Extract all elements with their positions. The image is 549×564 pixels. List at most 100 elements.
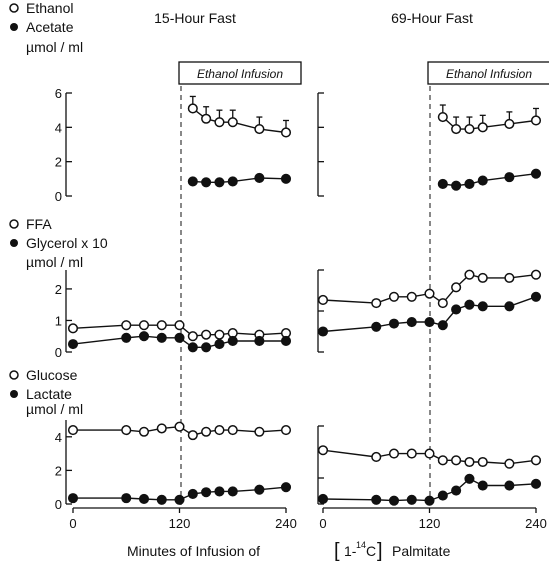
- ethanol-infusion-box-left: [178, 61, 302, 85]
- x-tick-label: 240: [525, 516, 547, 531]
- filled-point-lactate: [280, 482, 292, 493]
- filled-point-lactate: [437, 490, 448, 501]
- open-point-glucose: [406, 448, 417, 459]
- open-point-glucose: [464, 456, 475, 468]
- legend-label-ethanol: Ethanol: [26, 0, 73, 16]
- open-point-ethanol: [280, 127, 292, 138]
- filled-point-lactate: [477, 480, 488, 491]
- filled-point-acetate: [280, 173, 292, 184]
- filled-point-lactate: [156, 494, 167, 505]
- legend-units-middle: µmol / ml: [26, 254, 83, 270]
- open-point-ffa: [67, 323, 79, 334]
- legend-filled-circle-marker: [10, 390, 18, 398]
- legend-filled-circle-marker: [10, 23, 18, 31]
- open-point-ethanol: [451, 124, 462, 135]
- x-label-bracket-close: ]: [377, 540, 383, 562]
- y-tick-label: 2: [55, 155, 62, 170]
- open-point-ffa: [187, 331, 198, 342]
- legend-label-acetate: Acetate: [26, 19, 74, 35]
- filled-point-lactate: [317, 493, 329, 505]
- legend-label-glucose: Glucose: [26, 367, 78, 383]
- filled-point-lactate: [174, 494, 185, 505]
- filled-point-glycerol-x-10: [477, 301, 488, 312]
- open-point-ethanol: [504, 118, 515, 129]
- filled-point-lactate: [406, 494, 417, 505]
- open-point-ethanol: [530, 115, 542, 126]
- ethanol-infusion-box-right: [427, 61, 549, 85]
- open-point-glucose: [280, 425, 292, 436]
- filled-point-lactate: [451, 485, 462, 496]
- x-tick-label: 120: [169, 516, 191, 531]
- filled-point-glycerol-x-10: [201, 342, 212, 353]
- filled-point-glycerol-x-10: [174, 332, 185, 343]
- open-point-ethanol: [227, 117, 238, 128]
- filled-point-glycerol-x-10: [280, 335, 292, 347]
- left-column-title: 15-Hour Fast: [154, 10, 236, 26]
- open-point-ffa: [504, 272, 515, 283]
- filled-point-lactate: [121, 493, 132, 504]
- open-point-ffa: [371, 298, 382, 309]
- x-tick-label: 0: [319, 516, 326, 531]
- legend-units-bottom: µmol / ml: [26, 401, 83, 417]
- filled-point-acetate: [437, 178, 448, 190]
- open-point-ffa: [156, 320, 167, 331]
- y-tick-label: 2: [55, 463, 62, 478]
- open-point-glucose: [187, 430, 198, 441]
- open-point-ethanol: [477, 122, 488, 133]
- ethanol-infusion-label-left: Ethanol Infusion: [197, 67, 283, 81]
- open-point-glucose: [477, 456, 488, 468]
- filled-point-glycerol-x-10: [214, 339, 225, 350]
- filled-point-glycerol-x-10: [227, 335, 238, 347]
- filled-point-glycerol-x-10: [138, 331, 150, 342]
- x-label-isotope-position: 1-: [344, 543, 357, 559]
- filled-point-glycerol-x-10: [121, 332, 132, 343]
- filled-point-glycerol-x-10: [388, 318, 400, 329]
- legend-label-ffa: FFA: [26, 216, 52, 232]
- x-axis-label: Minutes of Infusion of [ 1- 14 C ] Palmi…: [127, 540, 451, 562]
- open-point-ffa: [138, 320, 150, 331]
- open-point-ethanol: [214, 117, 225, 128]
- open-point-glucose: [504, 458, 515, 469]
- filled-point-lactate: [138, 493, 150, 505]
- open-point-glucose: [451, 455, 462, 466]
- filled-point-acetate: [477, 175, 488, 186]
- open-point-ethanol: [437, 111, 448, 123]
- open-point-ethanol: [254, 124, 265, 135]
- legend-ffa-glycerol: FFA Glycerol x 10 µmol / ml: [9, 216, 108, 270]
- filled-point-glycerol-x-10: [424, 316, 435, 328]
- filled-point-acetate: [201, 177, 212, 188]
- ethanol-infusion-label-right: Ethanol Infusion: [446, 67, 532, 81]
- filled-point-glycerol-x-10: [67, 339, 79, 350]
- filled-point-acetate: [451, 180, 462, 191]
- right-column-title: 69-Hour Fast: [391, 10, 473, 26]
- filled-point-glycerol-x-10: [451, 304, 462, 315]
- legend-open-circle-marker: [9, 370, 19, 380]
- open-point-glucose: [254, 426, 265, 437]
- open-point-glucose: [121, 425, 132, 436]
- filled-point-acetate: [464, 178, 475, 190]
- legend-open-circle-marker: [9, 3, 19, 13]
- filled-point-glycerol-x-10: [254, 335, 265, 347]
- x-tick-label: 0: [69, 516, 76, 531]
- x-label-isotope-mass: 14: [356, 540, 366, 550]
- open-point-ffa: [530, 269, 542, 280]
- open-point-ffa: [317, 294, 329, 306]
- open-point-glucose: [156, 423, 167, 434]
- y-tick-label: 0: [55, 345, 62, 360]
- x-tick-label: 240: [275, 516, 297, 531]
- open-point-ffa: [406, 291, 417, 302]
- legend-label-lactate: Lactate: [26, 386, 72, 402]
- y-tick-label: 0: [55, 497, 62, 512]
- open-point-ethanol: [187, 103, 198, 114]
- filled-point-glycerol-x-10: [464, 299, 475, 310]
- filled-point-glycerol-x-10: [156, 332, 167, 343]
- legend-label-glycerol: Glycerol x 10: [26, 235, 108, 251]
- open-point-ethanol: [464, 124, 475, 135]
- legend-filled-circle-marker: [10, 239, 18, 247]
- open-point-glucose: [371, 451, 382, 463]
- filled-point-lactate: [530, 478, 542, 489]
- filled-point-lactate: [254, 484, 265, 495]
- filled-point-lactate: [424, 495, 435, 506]
